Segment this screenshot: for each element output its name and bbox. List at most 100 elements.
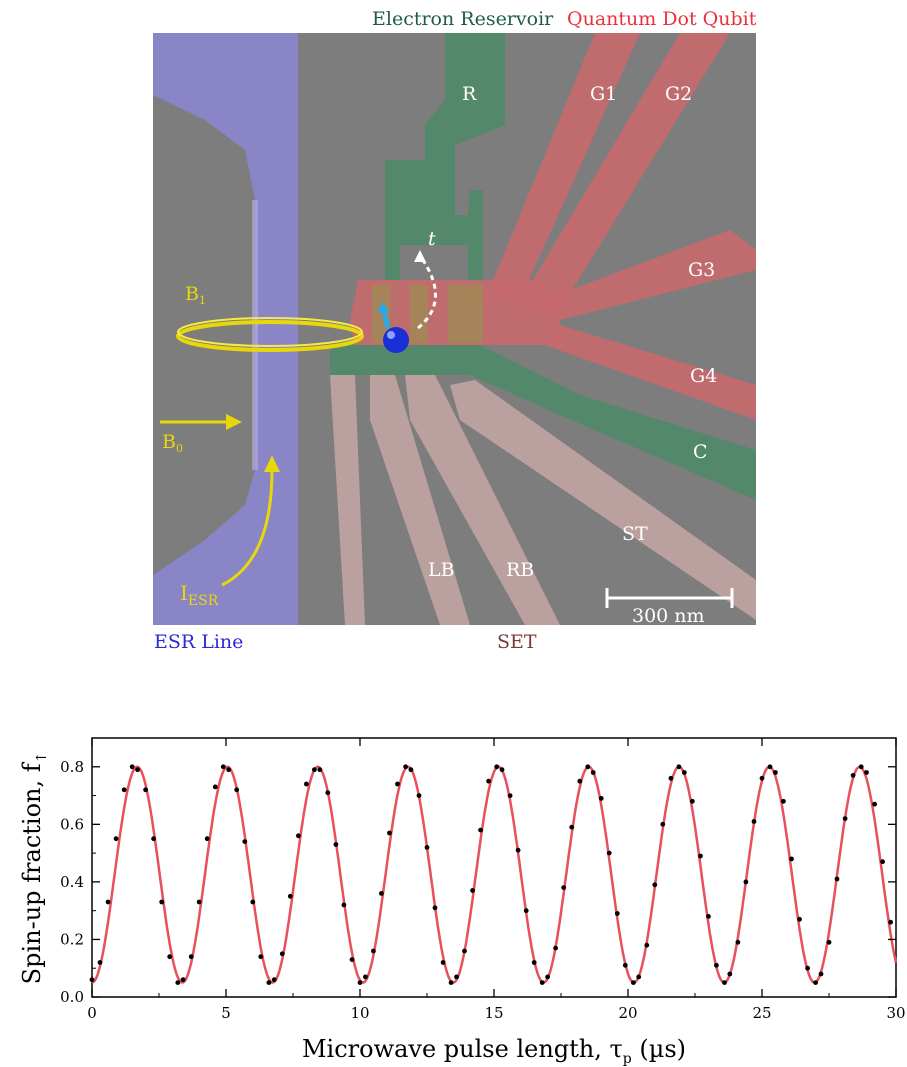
- data-point: [681, 770, 687, 775]
- data-point: [706, 914, 711, 919]
- data-point: [325, 790, 331, 796]
- data-point: [743, 879, 749, 885]
- data-point: [652, 882, 658, 888]
- data-point: [371, 948, 376, 954]
- gate-label-rb: RB: [506, 559, 534, 581]
- data-point: [813, 980, 818, 985]
- data-point: [97, 960, 103, 965]
- data-point: [689, 798, 695, 804]
- data-point: [167, 954, 173, 960]
- current-arrow-icon: [221, 469, 274, 587]
- data-point: [569, 824, 575, 830]
- data-point: [834, 876, 840, 882]
- data-point: [636, 974, 642, 980]
- data-point: [196, 899, 202, 905]
- data-point: [454, 974, 459, 980]
- data-point: [789, 856, 794, 862]
- reservoir-gate: [385, 33, 505, 345]
- set-gate-st: [450, 380, 756, 620]
- y-tick-label: 0.6: [60, 815, 84, 833]
- data-point: [622, 962, 628, 968]
- data-point: [577, 778, 583, 784]
- b1-field-ring: [176, 320, 364, 352]
- data-point: [523, 908, 529, 914]
- data-point: [105, 899, 111, 905]
- data-point: [226, 767, 232, 773]
- gate-label-lb: LB: [428, 559, 455, 581]
- data-point: [266, 980, 272, 985]
- data-point: [735, 939, 741, 945]
- data-point: [515, 847, 521, 853]
- data-points-layer: [89, 764, 893, 985]
- data-point: [805, 965, 810, 971]
- data-point: [727, 971, 733, 977]
- set-gate-1: [330, 375, 365, 625]
- gate-label-g3: G3: [688, 259, 715, 281]
- data-point: [357, 980, 363, 985]
- data-point: [424, 845, 430, 850]
- data-point: [585, 764, 591, 770]
- data-point: [486, 778, 491, 784]
- data-point: [333, 842, 339, 847]
- barrier-finger-3: [448, 285, 483, 343]
- data-point: [312, 767, 317, 773]
- data-point: [349, 957, 355, 962]
- data-point: [644, 942, 650, 948]
- y-axis-ticks: 0.0 0.2 0.4 0.6 0.8: [60, 737, 896, 1006]
- data-point: [698, 853, 703, 859]
- data-point: [590, 770, 596, 775]
- data-point: [797, 916, 802, 922]
- data-point: [258, 954, 264, 960]
- data-point: [880, 859, 885, 865]
- data-point: [403, 764, 408, 770]
- x-tick-label: 5: [221, 1004, 231, 1022]
- data-point: [296, 833, 301, 839]
- data-point: [722, 980, 727, 985]
- data-point: [395, 781, 400, 787]
- data-point: [499, 767, 505, 773]
- data-point: [478, 827, 483, 833]
- header-electron-reservoir: Electron Reservoir: [372, 8, 554, 30]
- electron-highlight: [387, 331, 395, 339]
- tunnel-arrow-icon: [417, 255, 437, 330]
- x-tick-label: 25: [752, 1004, 771, 1022]
- x-tick-label: 10: [350, 1004, 369, 1022]
- data-point: [129, 764, 135, 770]
- data-point: [676, 764, 682, 770]
- data-point: [250, 899, 256, 905]
- data-point: [631, 980, 636, 985]
- data-point: [553, 945, 558, 951]
- data-point: [668, 775, 674, 781]
- g1-gate: [485, 33, 640, 300]
- data-point: [826, 939, 832, 945]
- data-point: [113, 836, 119, 842]
- data-point: [531, 960, 537, 965]
- data-point: [507, 793, 513, 798]
- y-tick-label: 0.2: [60, 930, 84, 948]
- data-point: [89, 977, 95, 983]
- data-point: [759, 775, 765, 781]
- data-point: [220, 764, 226, 770]
- data-point: [135, 767, 141, 773]
- y-tick-label: 0.4: [60, 873, 84, 891]
- data-point: [271, 977, 277, 983]
- data-point: [858, 764, 864, 770]
- gate-label-g1: G1: [590, 83, 617, 105]
- data-point: [234, 787, 240, 793]
- data-point: [773, 770, 778, 775]
- data-point: [842, 816, 848, 821]
- g4-gate: [545, 325, 756, 420]
- data-point: [432, 905, 438, 911]
- data-point: [850, 773, 856, 778]
- current-arrowhead-icon: [264, 455, 280, 472]
- esr-line-label: ESR Line: [154, 631, 243, 653]
- x-tick-label: 30: [886, 1004, 905, 1022]
- data-point: [416, 793, 422, 798]
- data-point: [561, 885, 567, 890]
- data-point: [751, 819, 757, 824]
- y-tick-label: 0.0: [60, 988, 84, 1006]
- electron-icon: [383, 327, 409, 353]
- scale-bar-label: 300 nm: [632, 605, 705, 627]
- x-tick-label: 20: [618, 1004, 637, 1022]
- barrier-finger-2: [410, 285, 428, 343]
